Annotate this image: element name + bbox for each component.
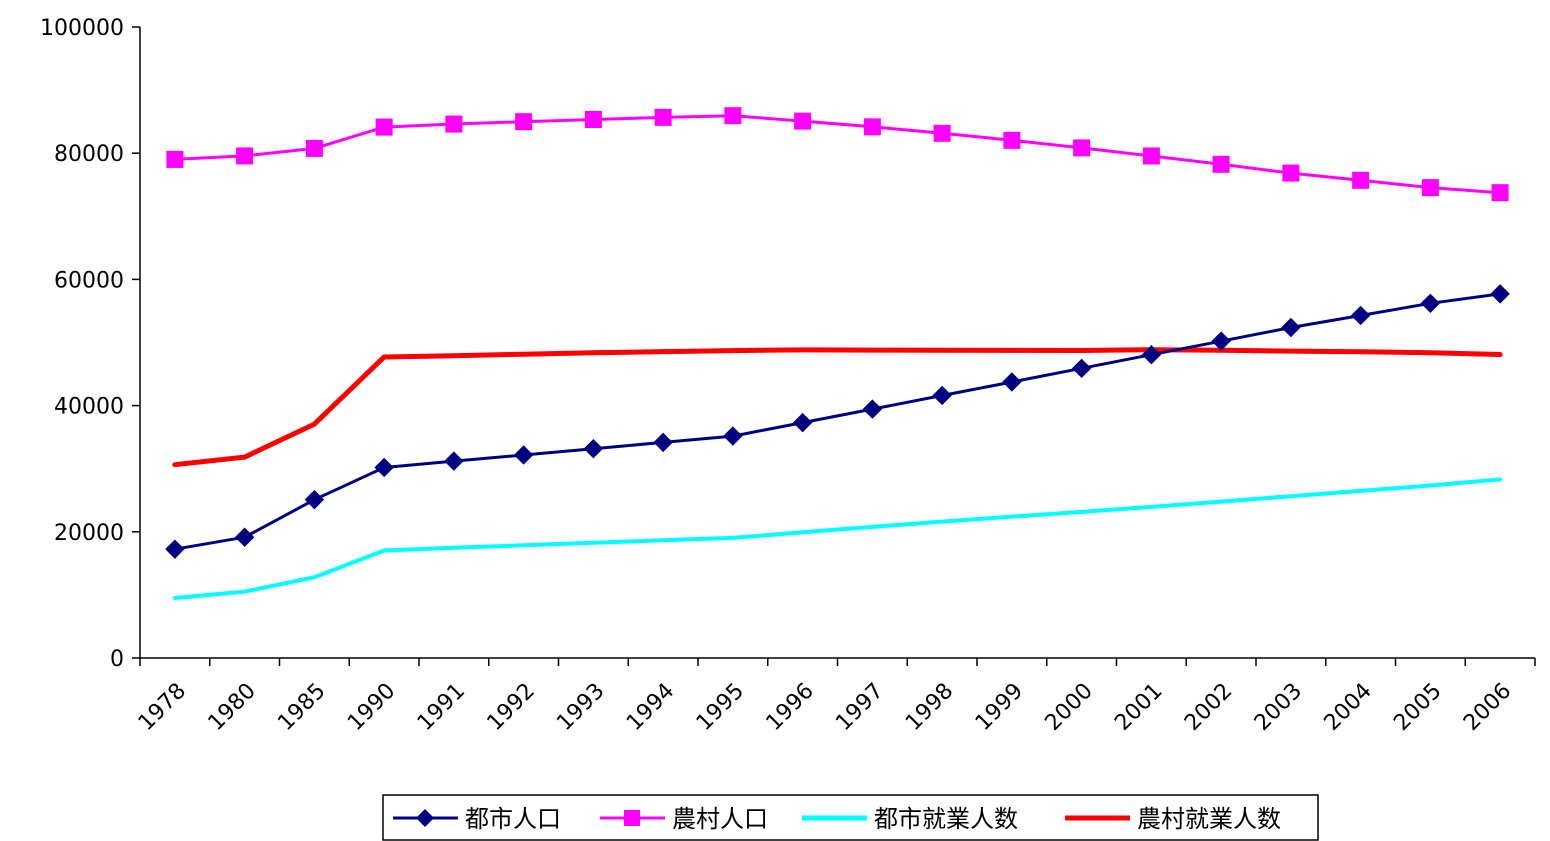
data-point-square <box>236 147 254 165</box>
y-tick-label: 0 <box>110 647 124 672</box>
data-point-diamond <box>234 527 255 547</box>
data-point-square <box>375 118 393 136</box>
x-tick-label: 1990 <box>343 679 400 736</box>
data-point-diamond <box>1490 284 1510 304</box>
data-point-square <box>305 139 323 157</box>
data-point-diamond <box>1002 372 1022 392</box>
legend-item: 都市人口 <box>393 805 561 833</box>
legend-item: 農村就業人数 <box>1065 805 1281 833</box>
legend-label: 農村人口 <box>672 805 768 833</box>
x-tick-label: 1980 <box>204 679 261 736</box>
data-point-square <box>724 107 742 125</box>
data-point-diamond <box>1281 317 1301 338</box>
y-tick-label: 20000 <box>54 521 124 546</box>
x-tick-label: 2000 <box>1041 679 1098 736</box>
legend-label: 農村就業人数 <box>1137 805 1281 833</box>
data-point-diamond <box>1350 305 1371 326</box>
series-line <box>172 477 1503 600</box>
data-point-square <box>445 115 463 133</box>
series-2 <box>166 107 1509 202</box>
data-point-diamond <box>862 399 883 419</box>
legend-item: 農村人口 <box>600 805 768 833</box>
x-tick-label: 2005 <box>1389 679 1446 736</box>
data-point-diamond <box>513 445 534 465</box>
data-point-square <box>1212 155 1230 173</box>
x-tick-label: 1997 <box>831 679 888 736</box>
x-tick-label: 1995 <box>692 679 749 736</box>
series-1 <box>165 284 1510 559</box>
data-point-diamond <box>723 426 743 446</box>
series-line <box>172 347 1503 468</box>
y-tick-label: 40000 <box>54 395 124 420</box>
legend-swatch-square <box>624 810 640 826</box>
x-tick-label: 2002 <box>1180 679 1237 736</box>
data-point-diamond <box>932 385 952 406</box>
x-tick-label: 2003 <box>1250 679 1307 736</box>
legend-label: 都市就業人数 <box>874 805 1018 833</box>
x-tick-label: 1992 <box>483 679 540 736</box>
data-point-square <box>1282 164 1300 182</box>
data-point-diamond <box>1141 345 1162 365</box>
legend: 都市人口 農村人口 都市就業人数 農村就業人数 <box>382 794 1319 841</box>
x-tick-label: 1999 <box>971 679 1028 736</box>
data-point-diamond <box>304 489 325 510</box>
data-point-diamond <box>583 438 604 459</box>
x-tick-label: 2006 <box>1459 679 1516 736</box>
series-line <box>173 114 1502 195</box>
data-point-square <box>933 124 951 142</box>
data-point-square <box>863 118 881 136</box>
x-tick-label: 1996 <box>762 679 819 736</box>
data-point-square <box>1421 179 1439 197</box>
x-tick-label: 1978 <box>134 679 191 736</box>
data-point-square <box>1352 171 1370 189</box>
data-point-square <box>1073 139 1091 157</box>
x-tick-label: 1991 <box>413 679 470 736</box>
legend-swatch-diamond <box>416 809 434 827</box>
legend-label: 都市人口 <box>465 805 561 833</box>
legend-item: 都市就業人数 <box>802 805 1018 833</box>
data-point-diamond <box>792 412 813 433</box>
x-tick-label: 1993 <box>552 679 609 736</box>
series-3 <box>172 477 1503 600</box>
data-point-diamond <box>1071 358 1092 379</box>
x-tick-label: 1994 <box>622 679 679 736</box>
data-point-square <box>654 108 672 126</box>
data-point-diamond <box>374 457 394 478</box>
x-tick-label: 2004 <box>1320 679 1377 736</box>
data-point-diamond <box>1420 293 1441 314</box>
y-tick-label: 100000 <box>40 16 124 41</box>
data-point-square <box>1142 147 1160 165</box>
series-layer <box>165 107 1510 600</box>
data-point-diamond <box>1211 331 1231 351</box>
data-point-square <box>515 113 533 131</box>
x-tick-label: 2001 <box>1110 679 1167 736</box>
data-point-square <box>166 150 184 168</box>
x-tick-label: 1985 <box>273 679 330 736</box>
x-tick-label: 1998 <box>901 679 958 736</box>
y-tick-label: 80000 <box>54 142 124 167</box>
data-point-diamond <box>653 432 673 453</box>
data-point-square <box>584 110 602 128</box>
series-4 <box>172 347 1503 468</box>
data-point-diamond <box>165 539 185 559</box>
data-point-square <box>1003 131 1021 149</box>
y-tick-label: 60000 <box>54 268 124 293</box>
data-point-diamond <box>444 451 464 471</box>
data-point-square <box>1491 184 1509 202</box>
data-point-square <box>794 112 812 130</box>
series-line <box>173 292 1502 551</box>
